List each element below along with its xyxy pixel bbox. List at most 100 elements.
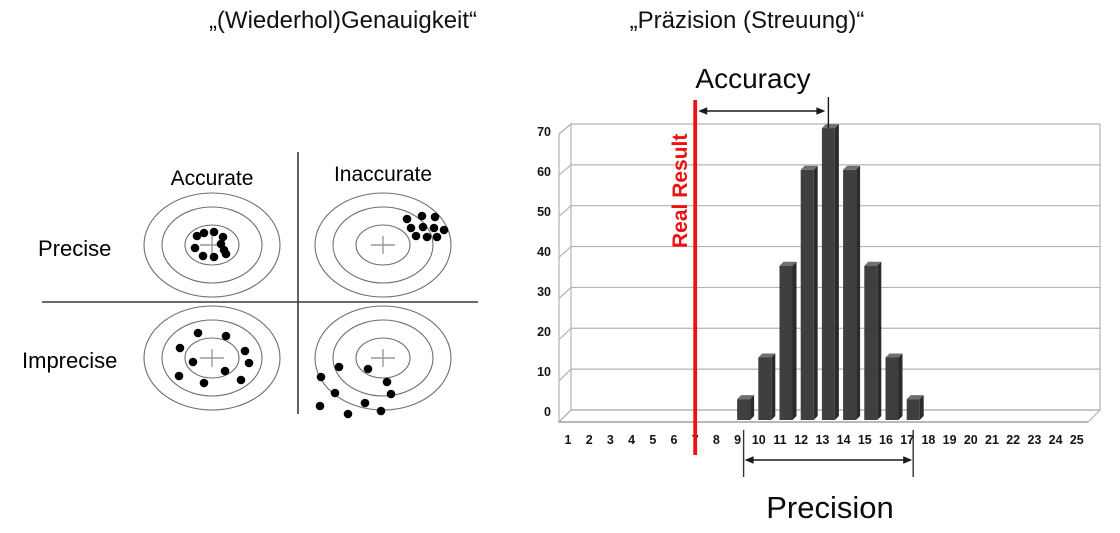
shot-dot [221, 249, 231, 259]
bar-side-face [813, 165, 818, 420]
x-tick-label: 3 [607, 433, 614, 447]
histogram-bar [906, 399, 920, 420]
shot-dot [382, 377, 392, 387]
arrowhead-right [903, 456, 913, 464]
shot-dot [439, 225, 449, 235]
arrowhead-left [744, 456, 754, 464]
histogram-bar [800, 169, 814, 420]
target-ring [355, 224, 411, 266]
shot-dot [316, 372, 326, 382]
shot-dot [402, 214, 412, 224]
shot-dot [209, 252, 219, 262]
y-axis-labels: 0 10 20 30 40 50 60 70 [537, 125, 551, 419]
shot-dot [190, 243, 200, 253]
y-tick-label: 0 [544, 405, 551, 419]
x-tick-label: 24 [1049, 433, 1063, 447]
bar-top-face [800, 165, 818, 170]
target-ring [184, 337, 240, 379]
x-tick-label: 13 [815, 433, 829, 447]
arrowhead-right [816, 107, 826, 115]
histogram-bar [864, 265, 878, 420]
x-tick-label: 10 [752, 433, 766, 447]
x-tick-label: 18 [921, 433, 935, 447]
x-tick-label: 19 [943, 433, 957, 447]
shot-dot [418, 222, 428, 232]
bar-side-face [919, 395, 924, 420]
left-figure-title: „(Wiederhol)Genauigkeit“ [208, 7, 478, 34]
label-accurate: Accurate [171, 167, 254, 190]
x-tick-label: 4 [628, 433, 635, 447]
x-tick-label: 5 [649, 433, 656, 447]
accuracy-label: Accuracy [695, 63, 810, 94]
y-tick-label: 60 [537, 165, 551, 179]
shot-dot [218, 232, 228, 242]
shot-dot [422, 232, 432, 242]
y-tick-label: 20 [537, 325, 551, 339]
shot-dot [174, 371, 184, 381]
shot-dot [198, 251, 208, 261]
shot-dot [429, 223, 439, 233]
gridline-wall-tick [558, 164, 572, 176]
y-tick-label: 70 [537, 125, 551, 139]
shot-dot [220, 366, 230, 376]
x-tick-label: 11 [773, 433, 786, 447]
bar-top-face [779, 261, 797, 266]
chart-annotations [693, 97, 914, 477]
shot-dot [430, 212, 440, 222]
x-tick-label: 6 [671, 433, 678, 447]
gridline-wall-tick [558, 327, 572, 341]
x-tick-label: 17 [900, 433, 914, 447]
x-tick-label: 15 [858, 433, 872, 447]
histogram-bar [843, 169, 857, 420]
shot-dot [221, 331, 231, 341]
x-tick-label: 21 [985, 433, 999, 447]
x-tick-label: 16 [879, 433, 893, 447]
arrowhead-left [698, 107, 708, 115]
x-tick-label: 22 [1006, 433, 1020, 447]
target-ring [314, 192, 452, 298]
gridline-wall-tick [558, 205, 572, 217]
shot-dot [330, 388, 340, 398]
y-tick-label: 10 [537, 365, 551, 379]
target-ring [161, 319, 263, 397]
bar-top-face [758, 353, 776, 358]
histogram-bar [821, 128, 835, 420]
chart-bars [737, 124, 924, 420]
bar-top-face [885, 353, 903, 358]
y-tick-label: 40 [537, 245, 551, 259]
bar-side-face [834, 124, 839, 420]
shot-dot [240, 346, 250, 356]
bar-side-face [750, 395, 755, 420]
histogram-bar [779, 265, 793, 420]
bar-side-face [856, 165, 861, 420]
x-tick-label: 1 [565, 433, 572, 447]
x-tick-label: 20 [964, 433, 978, 447]
x-tick-label: 12 [794, 433, 808, 447]
x-tick-label: 8 [713, 433, 720, 447]
target-ring [143, 305, 281, 411]
histogram-bar [758, 357, 772, 420]
shot-dot [244, 358, 254, 368]
target-ring [184, 224, 240, 266]
target-ring [161, 206, 263, 284]
shot-dot [406, 223, 416, 233]
left-wall [558, 122, 572, 424]
y-tick-label: 30 [537, 285, 551, 299]
gridline-wall-tick [558, 246, 572, 258]
label-imprecise: Imprecise [22, 348, 117, 373]
quadrant-dots [174, 211, 449, 419]
bar-top-face [843, 165, 861, 170]
shot-dot [175, 343, 185, 353]
gridline-wall-tick [558, 409, 572, 423]
shot-dot [209, 227, 219, 237]
shot-dot [376, 406, 386, 416]
label-precise: Precise [38, 236, 111, 261]
shot-dot [386, 389, 396, 399]
target-ring [332, 206, 434, 284]
shot-dot [363, 364, 373, 374]
x-tick-label: 25 [1070, 433, 1084, 447]
target-ring [143, 192, 281, 298]
bar-top-face [821, 124, 839, 129]
x-axis-labels: 1234567891011121314151617181920212223242… [565, 433, 1084, 447]
